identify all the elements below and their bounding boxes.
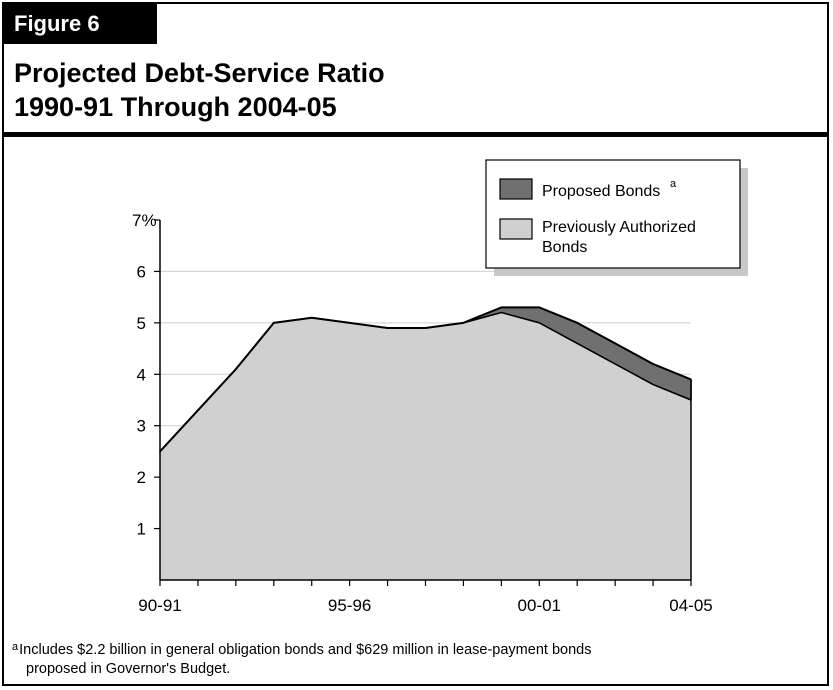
chart-title-line-2: 1990-91 Through 2004-05	[14, 92, 337, 122]
y-tick-label: 7%	[132, 211, 157, 230]
legend-footnote-marker: a	[670, 178, 677, 190]
x-tick-label: 95-96	[328, 596, 371, 615]
y-tick-label: 3	[137, 417, 146, 436]
y-tick-label: 5	[137, 314, 146, 333]
area-previously-authorized-bonds	[160, 312, 691, 580]
y-tick-label: 6	[137, 262, 146, 281]
footnote-line-1: Includes $2.2 billion in general obligat…	[19, 642, 592, 658]
legend-swatch-previously-authorized-bonds	[499, 218, 533, 240]
chart-title: Projected Debt-Service Ratio 1990-91 Thr…	[14, 56, 385, 124]
y-tick-labels: 1 2 3 4 5 6 7%	[132, 211, 157, 539]
x-tick-labels: 90-91 95-96 00-01 04-05	[138, 596, 712, 615]
x-tick-label: 90-91	[138, 596, 181, 615]
footnote-line-2: proposed in Governor's Budget.	[26, 661, 231, 677]
axes	[154, 219, 692, 586]
title-divider	[4, 132, 827, 137]
legend-label-proposed-bonds: Proposed Bonds	[542, 183, 660, 200]
plot-areas	[159, 306, 692, 580]
legend-swatch-proposed-bonds	[499, 178, 533, 200]
figure-label: Figure 6	[4, 4, 157, 44]
y-tick-label: 1	[137, 520, 146, 539]
y-tick-label: 4	[137, 365, 146, 384]
chart-title-line-1: Projected Debt-Service Ratio	[14, 58, 385, 88]
y-tick-label: 2	[137, 468, 146, 487]
line-total	[159, 306, 692, 453]
legend-label-previously-authorized-bonds: Previously Authorized Bonds	[542, 219, 696, 256]
x-tick-label: 00-01	[518, 596, 561, 615]
legend: Proposed Bonds a Previously Authorized Bond…	[485, 159, 748, 276]
footnote: aIncludes $2.2 billion in general obliga…	[12, 641, 792, 678]
footnote-marker: a	[12, 641, 19, 653]
x-tick-label: 04-05	[669, 596, 712, 615]
legend-box	[485, 159, 741, 269]
